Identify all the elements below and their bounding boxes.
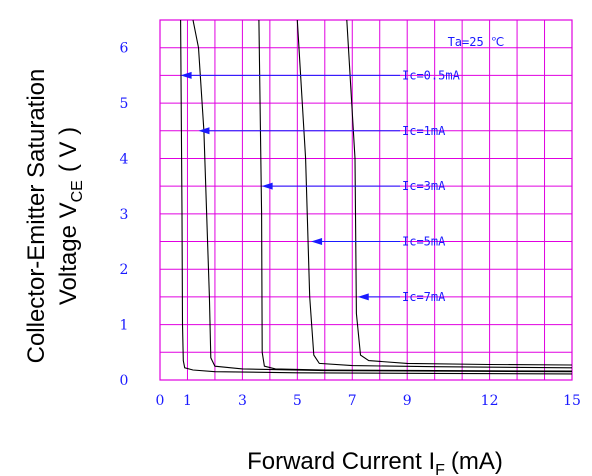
- series-line-5: [346, 19, 573, 366]
- x-tick-label: 12: [481, 393, 499, 409]
- y-axis-title-line2: Voltage VCE ( V ): [55, 127, 86, 305]
- x-tick-label: 9: [403, 393, 412, 409]
- x-tick-label: 7: [348, 393, 357, 409]
- y-axis-title: Collector-Emitter Saturation Voltage VCE…: [23, 69, 86, 364]
- x-tick-label: 0: [156, 393, 165, 409]
- series-arrow-head-4: [311, 238, 323, 246]
- y-axis-title-line2-main: Voltage V: [55, 202, 82, 305]
- series-line-2: [192, 19, 573, 373]
- series-arrow-head-1: [180, 71, 192, 79]
- x-tick-label: 5: [293, 393, 302, 409]
- series-line-3: [258, 19, 573, 372]
- condition-label: Ta=25 ℃: [448, 35, 505, 49]
- x-axis-title: Forward Current IF (mA): [247, 448, 503, 476]
- y-axis-title-line1: Collector-Emitter Saturation: [23, 69, 50, 364]
- y-tick-label: 4: [120, 151, 129, 167]
- y-tick-label: 2: [120, 262, 129, 278]
- y-tick-label: 3: [120, 207, 129, 223]
- x-axis-title-unit: (mA): [451, 448, 503, 475]
- x-tick-label: 3: [238, 393, 247, 409]
- series-line-4: [296, 19, 573, 369]
- series-line-1: [180, 19, 573, 375]
- y-tick-label: 0: [120, 373, 129, 389]
- series-arrow-head-2: [198, 127, 210, 135]
- y-tick-label: 1: [120, 318, 129, 334]
- x-tick-label: 1: [183, 393, 192, 409]
- series-arrow-head-5: [357, 293, 369, 301]
- x-axis-title-main: Forward Current I: [247, 448, 435, 475]
- grid: [159, 19, 573, 381]
- annotations: Ic=0.5mA Ic=1mA Ic=3mA Ic=5mA Ic=7mA: [180, 68, 461, 304]
- series-label-3: Ic=3mA: [402, 179, 446, 193]
- series-arrow-head-3: [261, 182, 273, 190]
- y-tick-label: 5: [120, 96, 129, 112]
- y-axis-title-line2-sub: CE: [69, 180, 86, 202]
- series-label-5: Ic=7mA: [402, 290, 446, 304]
- series-label-2: Ic=1mA: [402, 124, 446, 138]
- x-axis-title-sub: F: [435, 462, 445, 476]
- series-label-4: Ic=5mA: [402, 235, 446, 249]
- y-tick-label: 6: [120, 41, 129, 57]
- plot-frame: [159, 19, 573, 381]
- series-label-1: Ic=0.5mA: [402, 68, 461, 82]
- y-axis-title-line2-unit: ( V ): [55, 127, 82, 172]
- x-tick-label: 15: [563, 393, 581, 409]
- curves: [180, 19, 573, 375]
